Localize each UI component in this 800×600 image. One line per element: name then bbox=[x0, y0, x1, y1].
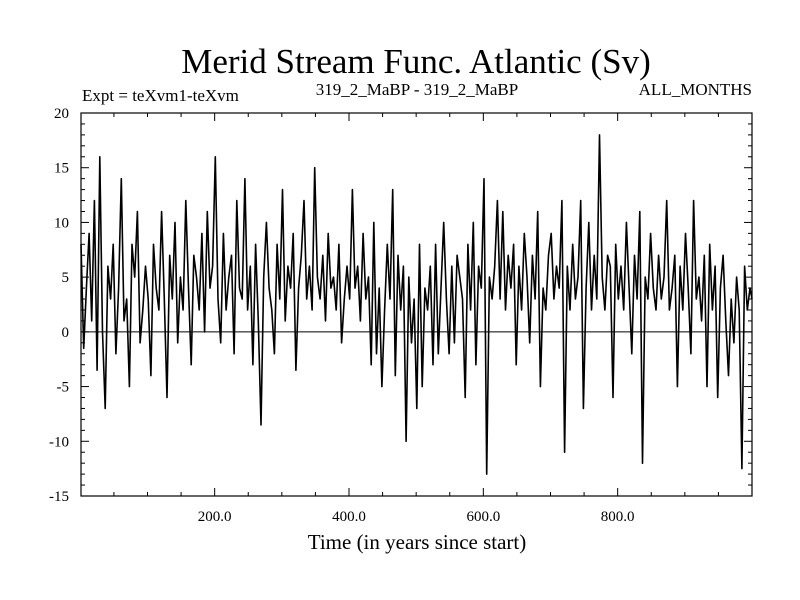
x-axis-label: Time (in years since start) bbox=[308, 530, 527, 554]
y-tick-label: -10 bbox=[49, 434, 69, 450]
x-tick-label: 800.0 bbox=[601, 509, 635, 525]
experiment-label: Expt = teXvm1-teXvm bbox=[82, 86, 239, 105]
y-tick-label: 5 bbox=[62, 270, 70, 286]
y-tick-label: 0 bbox=[62, 325, 70, 341]
plot-frame bbox=[80, 112, 753, 497]
run-label: 319_2_MaBP - 319_2_MaBP bbox=[316, 80, 518, 99]
y-tick-label: 10 bbox=[54, 215, 69, 231]
chart-title: Merid Stream Func. Atlantic (Sv) bbox=[181, 42, 651, 81]
y-tick-label: 20 bbox=[54, 106, 69, 122]
y-tick-label: 15 bbox=[54, 161, 69, 177]
y-tick-label: -15 bbox=[49, 489, 69, 505]
series-line-0 bbox=[80, 134, 753, 475]
x-tick-label: 200.0 bbox=[198, 509, 232, 525]
y-tick-label: -5 bbox=[57, 380, 70, 396]
x-tick-label: 600.0 bbox=[466, 509, 500, 525]
plot-area: -15 -10 -5 0 5 10 15 20 200.0 400.0 600.0 800.0 bbox=[49, 106, 753, 525]
x-tick-label: 400.0 bbox=[332, 509, 366, 525]
months-label: ALL_MONTHS bbox=[639, 80, 752, 99]
